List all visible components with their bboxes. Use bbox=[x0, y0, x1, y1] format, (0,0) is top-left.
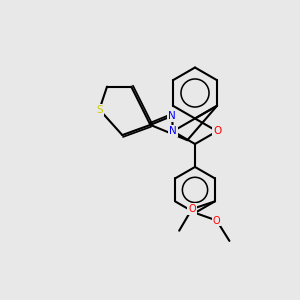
Text: S: S bbox=[96, 105, 103, 115]
Text: O: O bbox=[213, 215, 220, 226]
Text: N: N bbox=[168, 111, 176, 121]
Text: O: O bbox=[213, 126, 221, 136]
Text: N: N bbox=[169, 126, 177, 136]
Text: O: O bbox=[188, 204, 196, 214]
